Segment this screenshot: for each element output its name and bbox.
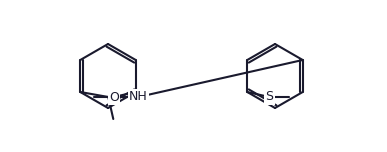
Text: S: S — [265, 90, 273, 104]
Text: NH: NH — [129, 90, 148, 104]
Text: O: O — [109, 90, 119, 104]
